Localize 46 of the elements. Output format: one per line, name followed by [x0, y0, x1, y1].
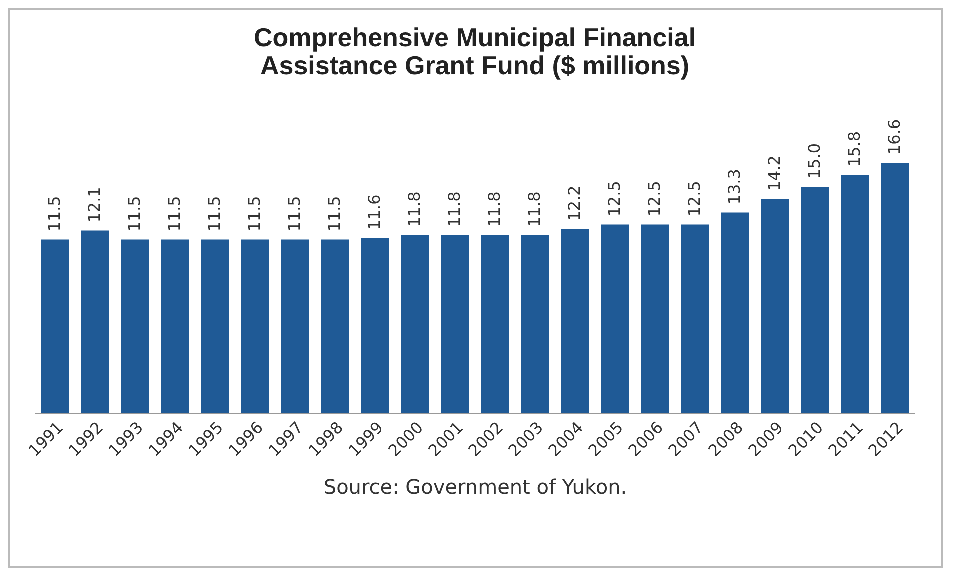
- source-note: Source: Government of Yukon.: [322, 475, 628, 499]
- bar: [841, 175, 869, 413]
- bar: [81, 230, 109, 413]
- bar: [481, 235, 509, 413]
- bar: [721, 212, 749, 413]
- bar: [41, 240, 69, 413]
- data-label: 11.5: [325, 196, 344, 232]
- bar: [241, 240, 269, 413]
- data-label: 15.8: [845, 131, 864, 168]
- data-label: 11.5: [285, 196, 304, 232]
- data-label: 12.5: [605, 181, 624, 217]
- data-label: 11.8: [485, 192, 504, 228]
- data-label: 12.5: [645, 181, 664, 217]
- data-label: 15.0: [805, 143, 824, 180]
- bar: [121, 240, 149, 413]
- data-label: 11.8: [445, 192, 464, 228]
- bar: [201, 240, 229, 413]
- data-label: 11.6: [365, 194, 384, 230]
- bar: [321, 240, 349, 413]
- chart-title: Comprehensive Municipal Financial Assistance Grant Fund ($ millions): [254, 22, 696, 80]
- data-label: 11.5: [125, 196, 144, 232]
- data-label: 11.8: [405, 192, 424, 228]
- bar: [601, 224, 629, 413]
- bar: [281, 240, 309, 413]
- data-label: 16.6: [885, 119, 904, 155]
- data-label: 12.5: [685, 181, 704, 217]
- bar: [441, 235, 469, 413]
- data-label: 11.8: [525, 192, 544, 228]
- data-label: 11.5: [45, 196, 64, 232]
- bar: [641, 224, 669, 413]
- data-label: 14.2: [765, 156, 784, 192]
- data-label: 13.3: [725, 169, 744, 205]
- bar: [681, 224, 709, 413]
- bar: [761, 199, 789, 413]
- data-label: 12.1: [85, 187, 104, 223]
- bar: [161, 240, 189, 413]
- bar: [801, 187, 829, 413]
- bar: [521, 235, 549, 413]
- bar: [561, 229, 589, 413]
- data-label: 11.5: [165, 196, 184, 232]
- data-label: 11.5: [205, 196, 224, 232]
- data-label: 12.2: [565, 186, 584, 222]
- bar: [361, 238, 389, 413]
- data-label: 11.5: [245, 196, 264, 232]
- bar: [881, 163, 909, 413]
- bar: [401, 235, 429, 413]
